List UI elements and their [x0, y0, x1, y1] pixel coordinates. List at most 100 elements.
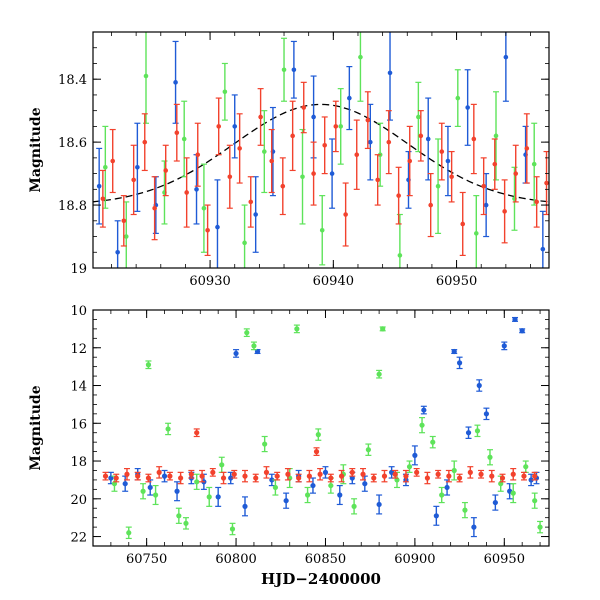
full-blue-marker: [456, 360, 463, 366]
zoom-blue-marker: [135, 165, 140, 170]
full-red-point: [488, 469, 495, 483]
full-green-point: [218, 456, 225, 473]
zoom-blue-point: [134, 122, 141, 212]
full-green-marker: [451, 467, 457, 474]
full-green-point: [229, 522, 236, 536]
full-green-marker: [244, 330, 250, 336]
full-red-marker: [263, 469, 270, 475]
zoom-green-point: [473, 195, 480, 268]
zoom-blue-point: [464, 69, 471, 146]
full-y-tick-label: 10: [70, 304, 87, 319]
zoom-red-marker: [216, 124, 222, 129]
zoom-red-point: [417, 110, 424, 162]
full-green-point: [486, 449, 493, 466]
zoom-blue-point: [114, 220, 121, 268]
zoom-red-point: [427, 173, 434, 238]
full-green-marker: [194, 479, 200, 485]
full-green-marker: [328, 482, 334, 489]
zoom-red-marker: [290, 133, 295, 139]
full-red-marker: [349, 469, 355, 475]
zoom-blue-point: [96, 147, 103, 225]
full-green-marker: [462, 507, 468, 513]
full-green-point: [474, 424, 481, 438]
full-x-tick-label: 60950: [484, 552, 525, 567]
full-blue-point: [233, 349, 240, 358]
full-red-point: [306, 469, 313, 483]
zoom-green-marker: [242, 240, 247, 246]
zoom-red-point: [533, 176, 540, 228]
full-blue-marker: [501, 343, 507, 349]
zoom-green-point: [142, 32, 149, 124]
full-green-point: [140, 483, 147, 500]
zoom-series-blue: [96, 32, 546, 268]
full-blue-point: [242, 496, 248, 517]
full-red-point: [284, 467, 291, 481]
zoom-red-point: [491, 138, 498, 190]
zoom-model-curve: [93, 103, 549, 203]
zoom-series-red: [99, 81, 549, 257]
zoom-y-tick-label: 18.8: [58, 199, 87, 214]
full-blue-marker: [492, 499, 498, 506]
zoom-red-point: [512, 144, 519, 203]
zoom-blue-point: [269, 106, 276, 197]
zoom-blue-marker: [329, 171, 335, 176]
full-red-point: [338, 469, 345, 483]
zoom-blue-point: [193, 154, 200, 225]
full-green-marker: [439, 492, 445, 498]
full-red-marker: [478, 471, 484, 477]
zoom-red-marker: [227, 174, 233, 180]
zoom-blue-point: [539, 210, 546, 268]
zoom-blue-point: [214, 179, 221, 268]
zoom-green-point: [396, 213, 403, 268]
zoom-red-point: [226, 144, 233, 209]
full-blue-point: [309, 477, 316, 494]
full-red-point: [313, 447, 320, 456]
full-red-point: [327, 473, 334, 483]
zoom-red-point: [300, 81, 307, 134]
full-blue-marker: [215, 494, 221, 500]
zoom-green-point: [102, 125, 109, 209]
zoom-red-marker: [152, 205, 157, 211]
zoom-red-marker: [333, 124, 339, 129]
zoom-green-marker: [435, 183, 441, 189]
zoom-green-marker: [281, 67, 287, 73]
full-red-point: [392, 469, 399, 479]
full-blue-marker: [476, 382, 482, 389]
zoom-green-marker: [201, 205, 207, 211]
zoom-y-tick-label: 19: [70, 262, 87, 277]
zoom-red-marker: [322, 142, 327, 148]
full-y-tick-label: 20: [70, 493, 87, 508]
zoom-green-marker: [358, 54, 363, 60]
zoom-red-point: [321, 116, 328, 175]
full-blue-marker: [528, 477, 534, 483]
full-green-marker: [140, 488, 146, 494]
full-red-marker: [424, 475, 430, 481]
zoom-red-point: [257, 88, 264, 146]
zoom-red-marker: [534, 199, 539, 205]
zoom-red-point: [99, 169, 106, 228]
zoom-green-marker: [416, 114, 421, 120]
zoom-red-point: [289, 100, 296, 172]
zoom-green-point: [241, 204, 248, 268]
zoom-blue-marker: [194, 187, 199, 192]
full-blue-point: [512, 316, 519, 323]
full-green-point: [379, 326, 386, 332]
zoom-red-marker: [195, 152, 201, 158]
full-green-point: [419, 417, 426, 434]
full-green-marker: [165, 426, 171, 432]
full-red-marker: [285, 471, 291, 477]
full-green-marker: [430, 439, 436, 445]
zoom-green-marker: [143, 73, 149, 79]
zoom-blue-point: [172, 40, 179, 124]
zoom-blue-point: [252, 176, 259, 253]
full-red-marker: [210, 469, 216, 475]
full-blue-marker: [283, 498, 289, 504]
full-y-tick-label: 12: [70, 342, 87, 357]
full-y-tick-label: 18: [70, 455, 87, 470]
full-green-marker: [487, 454, 493, 460]
full-blue-point: [483, 407, 490, 421]
full-red-marker: [532, 473, 538, 479]
zoom-red-point: [470, 103, 477, 175]
zoom-series-green: [102, 32, 538, 268]
zoom-red-marker: [163, 168, 169, 173]
